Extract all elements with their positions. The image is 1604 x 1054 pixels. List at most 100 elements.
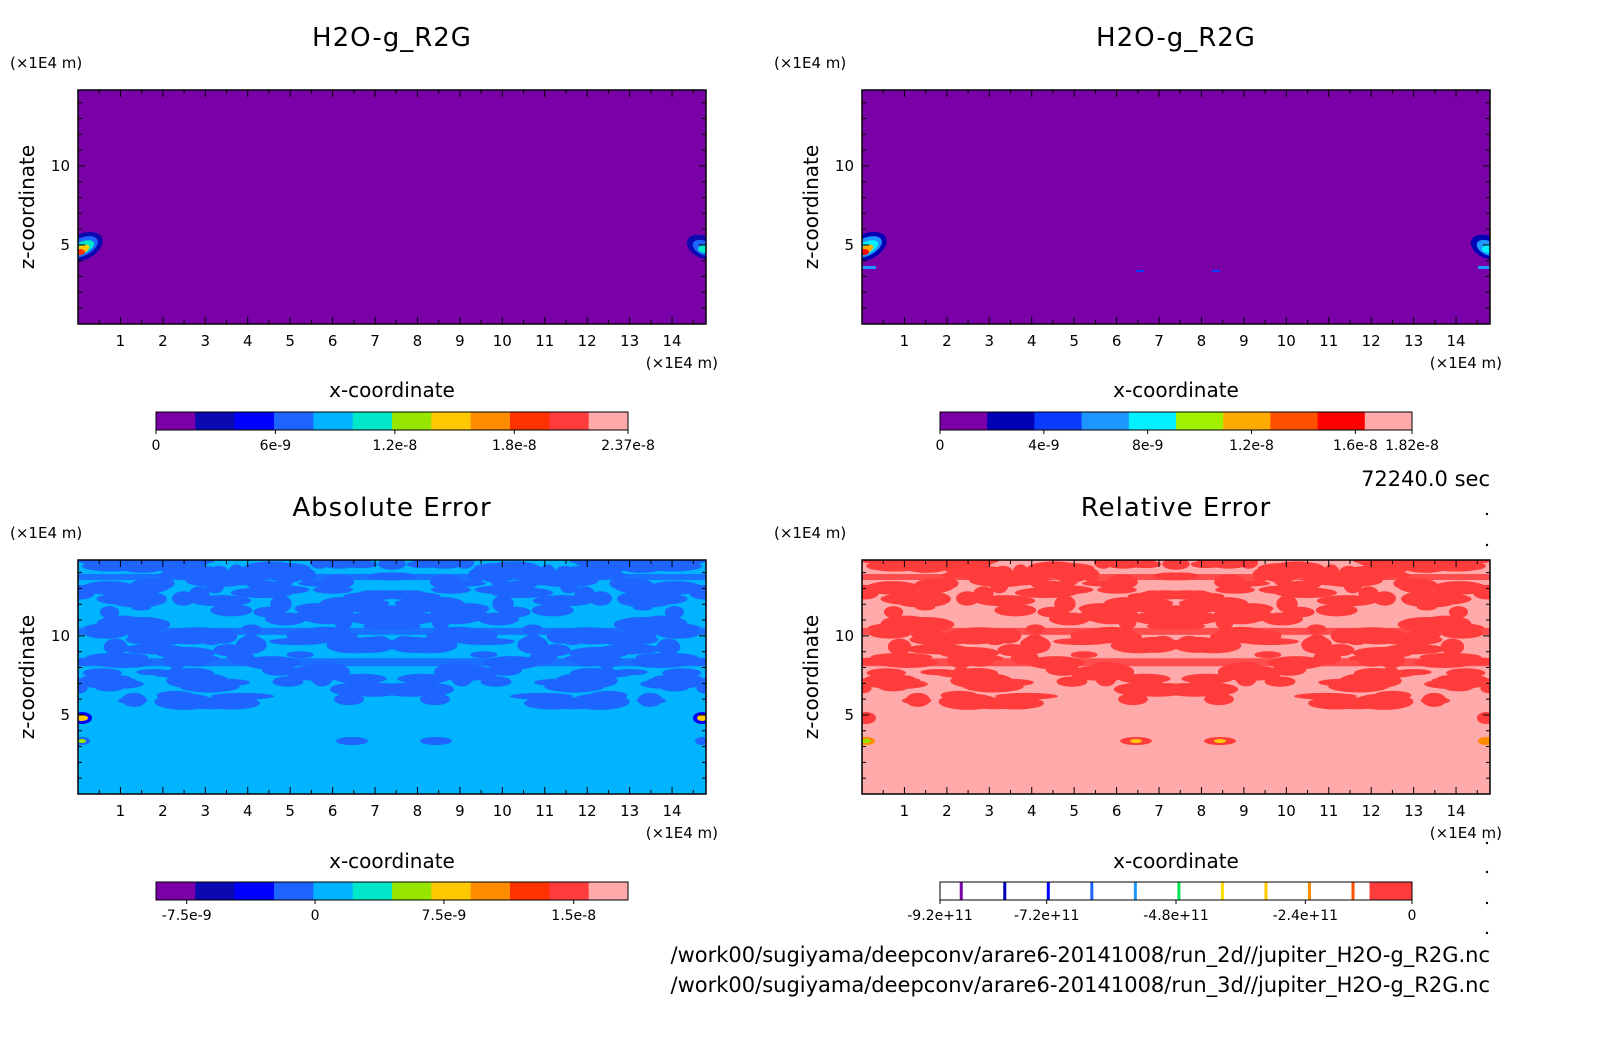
- error-blob: [1440, 638, 1465, 656]
- error-blob: [862, 676, 921, 685]
- colorbar-tick-label: 1.8e-8: [492, 438, 537, 454]
- local-maximum-left: [862, 231, 887, 269]
- colorbar-segment: [1270, 412, 1319, 430]
- plot-background: [862, 90, 1490, 324]
- colorbar-segment: [1081, 412, 1130, 430]
- x-tick-label: 6: [328, 332, 338, 350]
- error-blob: [103, 638, 128, 656]
- colorbar-segment: [156, 882, 196, 900]
- x-tick-label: 9: [455, 802, 465, 820]
- colorbar-segment: [392, 882, 432, 900]
- error-blob: [1448, 606, 1469, 619]
- colorbar-tick-label: -2.4e+11: [1273, 908, 1338, 924]
- error-blob: [611, 669, 648, 676]
- y-tick-label: 10: [51, 627, 70, 645]
- colorbar-segment: [1317, 412, 1366, 430]
- error-blob: [544, 680, 605, 693]
- error-blob: [1176, 635, 1202, 651]
- error-blob: [1070, 651, 1098, 659]
- x-tick-label: 13: [1404, 802, 1423, 820]
- error-blob: [99, 606, 120, 619]
- error-blob: [1431, 676, 1490, 685]
- error-blob: [945, 561, 968, 573]
- error-blob: [498, 606, 531, 618]
- y-unit-label: (×1E4 m): [774, 524, 846, 542]
- x-axis-label: x-coordinate: [329, 849, 455, 873]
- error-blob: [246, 585, 310, 595]
- error-blob: [427, 634, 461, 645]
- error-blob: [995, 692, 1058, 700]
- error-blob: [211, 692, 274, 700]
- error-blob: [1164, 622, 1206, 630]
- error-blob: [156, 690, 194, 700]
- error-blob: [269, 637, 328, 646]
- error-blob: [161, 561, 184, 573]
- error-blob: [235, 636, 267, 654]
- error-blob: [531, 604, 574, 617]
- error-blob: [1315, 604, 1358, 617]
- y-tick-label: 5: [60, 236, 70, 254]
- x-tick-label: 5: [285, 802, 295, 820]
- x-tick-label: 3: [985, 332, 995, 350]
- colorbar-segment: [510, 882, 550, 900]
- error-blob: [1316, 595, 1378, 607]
- error-blob: [1221, 582, 1252, 590]
- error-blob: [630, 560, 685, 568]
- colorbar: 0 6e-9 1.2e-8 1.8e-8 2.37e-8: [152, 411, 655, 454]
- x-tick-label: 2: [942, 802, 952, 820]
- file-path-2d: /work00/sugiyama/deepconv/arare6-2014100…: [671, 943, 1491, 968]
- error-blob: [1097, 560, 1143, 565]
- colorbar-segment: [1223, 412, 1271, 430]
- x-unit-label: (×1E4 m): [1430, 354, 1502, 372]
- colorbar-level-line: [1351, 882, 1355, 900]
- error-blob: [862, 584, 880, 600]
- colorbar-tick-label: -4.8e+11: [1143, 908, 1208, 924]
- error-blob: [1324, 644, 1355, 657]
- x-tick-label: 6: [328, 802, 338, 820]
- error-blob: [397, 673, 450, 684]
- y-unit-label: (×1E4 m): [10, 54, 82, 72]
- y-axis-label: z-coordinate: [15, 615, 39, 739]
- error-blob: [656, 638, 681, 656]
- plot-frame: [861, 559, 1491, 795]
- error-blob: [1070, 665, 1127, 681]
- contour-features: [862, 712, 1490, 745]
- error-blob: [480, 676, 512, 687]
- error-blob: [905, 692, 931, 707]
- error-blob: [664, 606, 685, 619]
- error-blob: [1019, 636, 1051, 654]
- error-blob: [1421, 692, 1447, 707]
- error-blob: [1264, 676, 1296, 687]
- colorbar-tick-label: 0: [936, 438, 945, 454]
- colorbar-segment: [1369, 882, 1412, 900]
- x-tick-label: 2: [942, 332, 952, 350]
- error-blob: [272, 676, 304, 687]
- y-axis-label: z-coordinate: [799, 145, 823, 269]
- error-blob: [1328, 697, 1388, 710]
- colorbar-segment: [195, 882, 236, 900]
- colorbar-level-line: [1264, 882, 1268, 900]
- colorbar-tick-label: 1.82e-8: [1385, 438, 1439, 454]
- x-tick-label: 1: [900, 802, 910, 820]
- error-blob: [1397, 578, 1439, 594]
- panel-title: Relative Error: [1081, 493, 1272, 523]
- y-tick-label: 10: [835, 627, 854, 645]
- error-blob: [425, 560, 471, 565]
- colorbar-tick-label: 7.5e-9: [421, 908, 466, 924]
- colorbar-segment: [987, 412, 1035, 430]
- error-blob: [1181, 673, 1234, 684]
- contour-features: [78, 231, 706, 263]
- error-blob: [1373, 591, 1396, 606]
- x-tick-label: 5: [1069, 802, 1079, 820]
- x-tick-label: 7: [370, 802, 380, 820]
- error-blob: [974, 595, 1036, 607]
- colorbar-segment: [274, 412, 314, 430]
- colorbar-level-line: [1133, 882, 1137, 900]
- error-blob: [1414, 560, 1469, 568]
- x-tick-label: 14: [663, 802, 682, 820]
- error-blob: [906, 644, 970, 655]
- error-blob: [532, 595, 594, 607]
- colorbar-frame: [155, 411, 629, 431]
